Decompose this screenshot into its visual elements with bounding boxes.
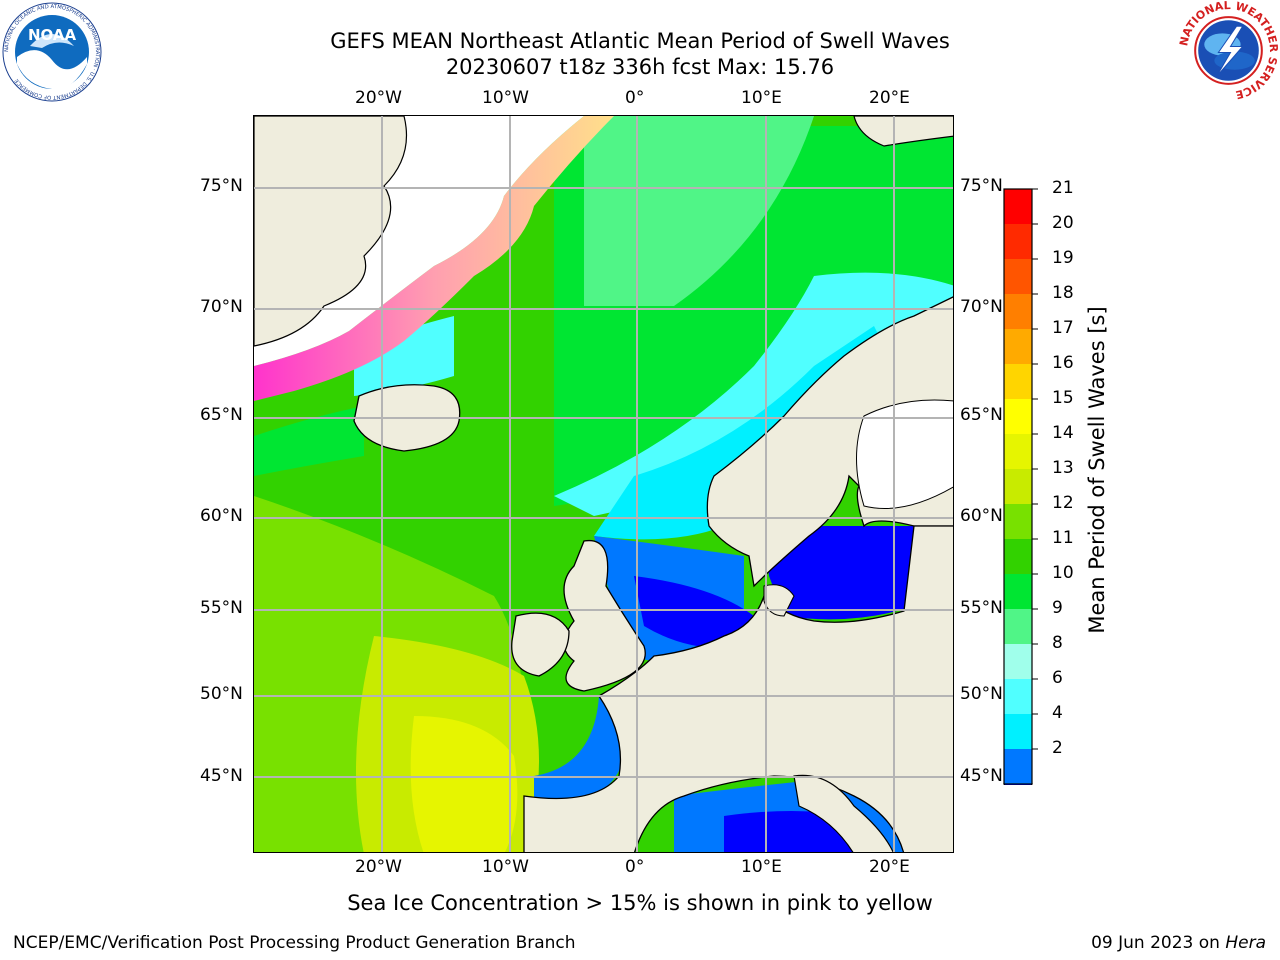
lat-label-left-70n: 70°N	[200, 297, 243, 317]
colorbar-tick-label: 16	[1052, 353, 1074, 373]
bothnia	[856, 399, 953, 509]
colorbar	[1000, 185, 1048, 814]
lat-label-right-55n: 55°N	[960, 598, 1003, 618]
swell-zone-biscay	[534, 696, 624, 806]
colorbar-segment	[1004, 644, 1032, 679]
colorbar-segment	[1004, 574, 1032, 609]
colorbar-segment	[1004, 749, 1032, 784]
nws-logo: NATIONAL WEATHER SERVICE	[1177, 0, 1280, 101]
lat-label-left-50n: 50°N	[200, 684, 243, 704]
swell-zone-north-sea-inner	[634, 576, 754, 649]
colorbar-segment	[1004, 294, 1032, 329]
colorbar-segment	[1004, 609, 1032, 644]
colorbar-segment	[1004, 259, 1032, 294]
lon-label-top-0: 0°	[625, 88, 645, 108]
lon-label-top-10e: 10°E	[741, 88, 782, 108]
lat-label-right-50n: 50°N	[960, 684, 1003, 704]
colorbar-tick-label: 18	[1052, 283, 1074, 303]
lat-label-left-60n: 60°N	[200, 506, 243, 526]
lat-label-left-55n: 55°N	[200, 598, 243, 618]
land-svalbard	[853, 116, 953, 147]
colorbar-segment	[1004, 714, 1032, 749]
noaa-logo: NOAA NATIONAL OCEANIC AND ATMOSPHERIC AD…	[2, 2, 102, 102]
colorbar-outline	[1003, 188, 1033, 785]
swell-zone-baltic	[764, 526, 914, 620]
colorbar-segment	[1004, 224, 1032, 259]
colorbar-segment	[1004, 399, 1032, 434]
lon-label-bottom-20w: 20°W	[355, 857, 402, 877]
colorbar-segment	[1004, 679, 1032, 714]
lat-label-right-65n: 65°N	[960, 405, 1003, 425]
graticule	[254, 116, 953, 852]
colorbar-svg	[1003, 188, 1038, 814]
footer-date: 09 Jun 2023 on	[1091, 933, 1226, 953]
colorbar-tick-label: 4	[1052, 703, 1063, 723]
colorbar-tick-label: 8	[1052, 633, 1063, 653]
map-title: GEFS MEAN Northeast Atlantic Mean Period…	[330, 29, 950, 53]
land-italy	[793, 774, 894, 852]
colorbar-tick-label: 12	[1052, 493, 1074, 513]
colorbar-segment	[1004, 469, 1032, 504]
swell-zone-10b	[254, 406, 364, 476]
colorbar-tick-label: 20	[1052, 213, 1074, 233]
land-greenland	[254, 116, 408, 347]
map-panel	[253, 115, 954, 853]
colorbar-tick-label: 6	[1052, 668, 1063, 688]
colorbar-tick-label: 13	[1052, 458, 1074, 478]
caption: Sea Ice Concentration > 15% is shown in …	[347, 891, 933, 915]
colorbar-tick-label: 10	[1052, 563, 1074, 583]
land-great-britain	[563, 539, 646, 692]
lon-label-top-20w: 20°W	[355, 88, 402, 108]
swell-zone-9	[584, 116, 814, 306]
footer-machine: Hera	[1225, 933, 1266, 953]
lat-label-left-45n: 45°N	[200, 766, 243, 786]
land-scandinavia	[706, 296, 953, 588]
map-svg	[254, 116, 953, 852]
colorbar-segment	[1004, 504, 1032, 539]
colorbar-tick-label: 14	[1052, 423, 1074, 443]
swell-zone-14	[410, 716, 518, 852]
lat-label-right-60n: 60°N	[960, 506, 1003, 526]
swell-zone-8b	[354, 316, 454, 396]
colorbar-tick-label: 9	[1052, 598, 1063, 618]
colorbar-label: Mean Period of Swell Waves [s]	[1085, 306, 1109, 634]
lon-label-top-10w: 10°W	[482, 88, 529, 108]
colorbar-segment	[1004, 434, 1032, 469]
lon-label-bottom-0: 0°	[625, 857, 645, 877]
swell-zone-8	[554, 272, 953, 516]
lon-label-bottom-20e: 20°E	[869, 857, 910, 877]
lat-label-right-75n: 75°N	[960, 176, 1003, 196]
colorbar-tick-label: 21	[1052, 178, 1074, 198]
lat-label-left-75n: 75°N	[200, 176, 243, 196]
colorbar-segment	[1004, 539, 1032, 574]
lat-label-right-70n: 70°N	[960, 297, 1003, 317]
lon-label-top-20e: 20°E	[869, 88, 910, 108]
lon-label-bottom-10e: 10°E	[741, 857, 782, 877]
lat-label-right-45n: 45°N	[960, 766, 1003, 786]
colorbar-tick-label: 19	[1052, 248, 1074, 268]
colorbar-segment	[1004, 329, 1032, 364]
colorbar-segment	[1004, 189, 1032, 224]
footer-left: NCEP/EMC/Verification Post Processing Pr…	[13, 933, 576, 953]
land-ireland	[511, 612, 570, 677]
lon-label-bottom-10w: 10°W	[482, 857, 529, 877]
map-subtitle: 20230607 t18z 336h fcst Max: 15.76	[445, 55, 835, 79]
colorbar-segment	[1004, 364, 1032, 399]
colorbar-tick-label: 17	[1052, 318, 1074, 338]
colorbar-tick-label: 2	[1052, 738, 1063, 758]
colorbar-tick-label: 11	[1052, 528, 1074, 548]
footer-right: 09 Jun 2023 on Hera	[1091, 933, 1266, 953]
lat-label-left-65n: 65°N	[200, 405, 243, 425]
noaa-logo-text: NOAA	[28, 26, 77, 44]
colorbar-tick-label: 15	[1052, 388, 1074, 408]
